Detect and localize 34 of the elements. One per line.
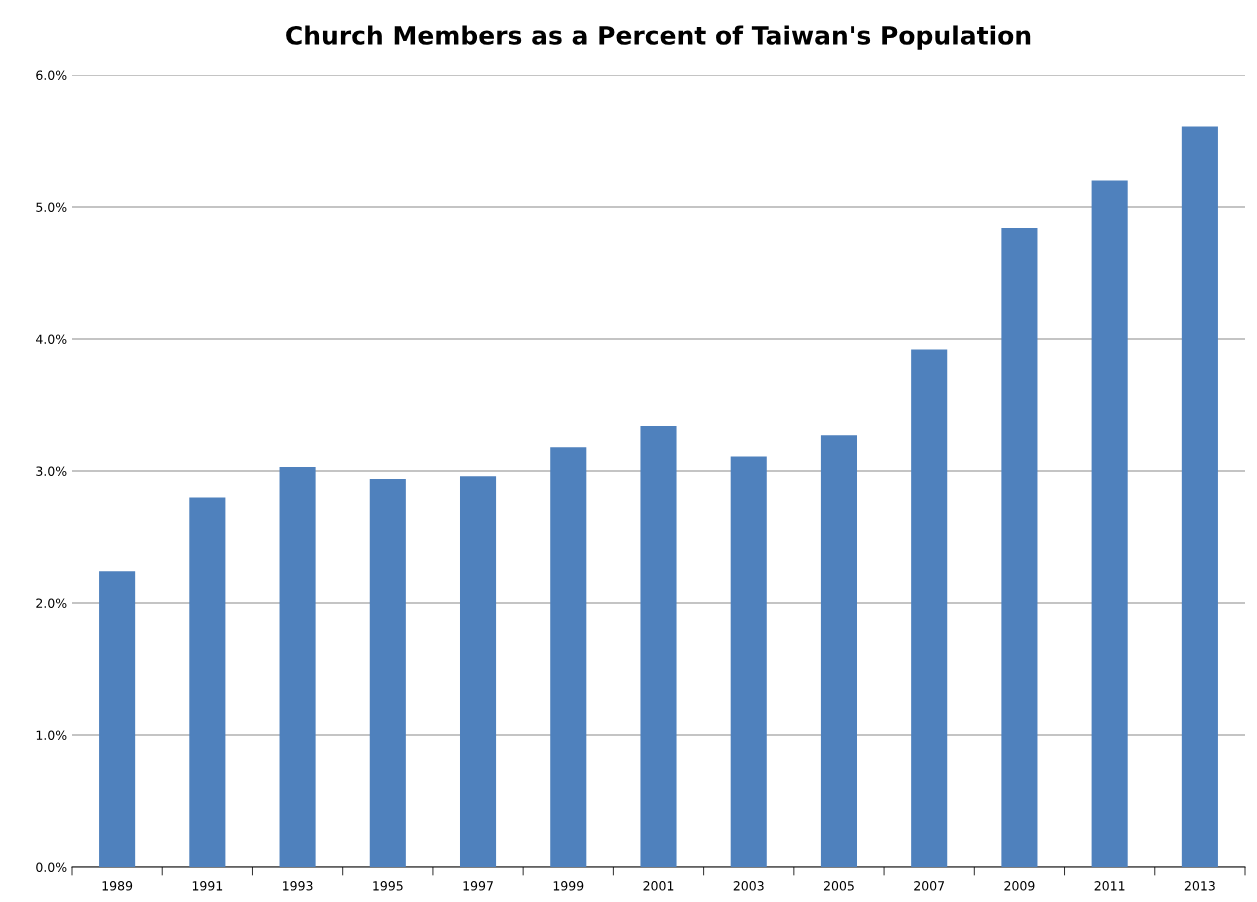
bar — [1181, 126, 1218, 867]
bar — [189, 497, 226, 867]
y-tick-label: 0.0% — [36, 862, 67, 872]
y-tick-label: 2.0% — [36, 598, 67, 608]
x-tick-label: 2001 — [643, 881, 674, 891]
x-tick-label: 2011 — [1094, 881, 1125, 891]
y-tick-label: 6.0% — [36, 70, 67, 80]
bar — [550, 447, 587, 867]
bar — [369, 478, 406, 867]
x-tick-label: 2003 — [733, 881, 764, 891]
bar — [911, 349, 948, 867]
x-tick-label: 2009 — [1004, 881, 1035, 891]
y-tick-label: 1.0% — [36, 730, 67, 740]
y-tick-label: 4.0% — [35, 334, 67, 344]
x-tick-label: 1997 — [463, 881, 493, 891]
x-tick-label: 1999 — [553, 881, 584, 891]
bar — [820, 435, 858, 867]
x-tick-label: 2007 — [914, 881, 945, 891]
bar — [279, 467, 316, 867]
bar — [459, 476, 497, 867]
x-tick-label: 1989 — [102, 881, 133, 891]
x-tick-label: 1995 — [373, 881, 403, 891]
bar — [1001, 228, 1038, 867]
bar — [1091, 180, 1128, 867]
x-tick-label: 1993 — [283, 881, 313, 891]
bar — [730, 456, 767, 867]
chart-title: Church Members as a Percent of Taiwan's Population — [286, 25, 1031, 50]
x-tick-label: 1991 — [192, 881, 223, 891]
bar — [99, 571, 136, 867]
x-tick-label: 2005 — [823, 881, 854, 891]
y-tick-label: 3.0% — [36, 466, 67, 476]
y-tick-label: 5.0% — [36, 202, 67, 212]
x-tick-label: 2013 — [1184, 881, 1215, 891]
bar — [640, 426, 677, 867]
